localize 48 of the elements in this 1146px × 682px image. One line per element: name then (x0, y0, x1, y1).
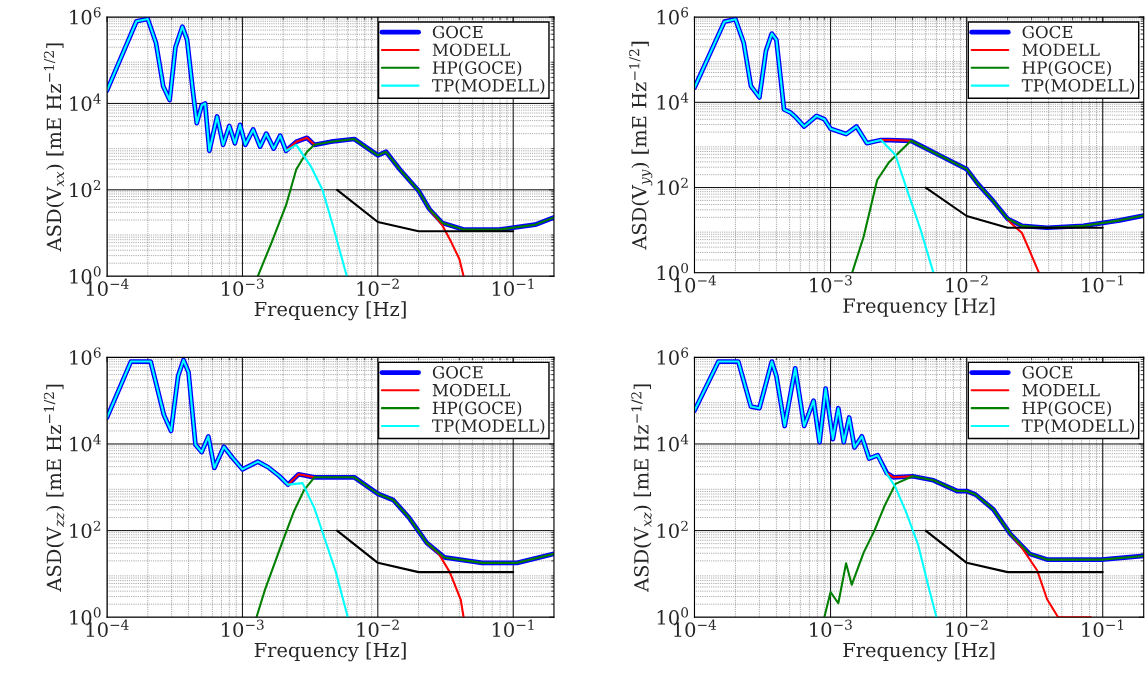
x-tick-label: 10$^{−2}$ (946, 275, 988, 293)
x-tick-label: 10$^{−3}$ (222, 278, 264, 296)
x-axis-title: Frequency [Hz] (843, 297, 995, 317)
legend-label: TP(MODELL) (432, 419, 545, 435)
legend-label: GOCE (432, 25, 483, 39)
x-axis-title: Frequency [Hz] (254, 642, 406, 662)
legend-label: MODELL (432, 43, 510, 57)
legend-label: HP(GOCE) (432, 60, 522, 77)
x-tick-label: 10$^{−1}$ (492, 278, 534, 296)
legend-label: TP(MODELL) (1021, 78, 1135, 95)
legend-label: TP(MODELL) (1021, 419, 1135, 435)
legend-label: TP(MODELL) (432, 78, 545, 95)
y-tick-label: 10$^{2}$ (657, 177, 688, 196)
y-tick-label: 10$^{2}$ (657, 520, 688, 539)
y-tick-label: 10$^{2}$ (70, 520, 101, 539)
y-tick-label: 10$^{4}$ (70, 93, 101, 111)
legend-label: HP(GOCE) (1022, 401, 1111, 417)
x-tick-label: 10$^{−2}$ (357, 619, 399, 637)
x-axis-title: Frequency [Hz] (843, 642, 995, 662)
x-tick-label: 10$^{−1}$ (1082, 275, 1124, 293)
x-tick-label: 10$^{−2}$ (357, 278, 399, 296)
x-tick-label: 10$^{−3}$ (222, 619, 264, 637)
y-tick-label: 10$^{4}$ (657, 92, 689, 110)
legend-label: GOCE (1022, 366, 1073, 379)
y-axis-title: ASD(V$_{yy}$) [mE Hz$^{−1/2}$] (629, 41, 653, 250)
y-axis-title: ASD(V$_{xx}$) [mE Hz$^{−1/2}$] (43, 43, 65, 252)
legend-label: MODELL (432, 383, 510, 397)
y-tick-label: 10$^{4}$ (657, 434, 689, 452)
legend-label: MODELL (1022, 43, 1100, 57)
x-axis-title: Frequency [Hz] (254, 301, 406, 321)
x-tick-label: 10$^{−3}$ (810, 275, 852, 293)
x-tick-label: 10$^{−1}$ (1082, 619, 1124, 637)
x-tick-label: 10$^{−3}$ (810, 619, 852, 637)
legend-label: MODELL (1022, 383, 1100, 397)
y-tick-label: 10$^{6}$ (70, 7, 101, 25)
legend-label: HP(GOCE) (1022, 60, 1111, 77)
y-axis-title: ASD(V$_{zz}$) [mE Hz$^{−1/2}$] (43, 384, 65, 592)
y-tick-label: 10$^{6}$ (657, 7, 689, 25)
y-axis-title: ASD(V$_{xz}$) [mE Hz$^{−1/2}$] (631, 384, 652, 593)
y-tick-label: 10$^{6}$ (657, 347, 689, 365)
x-tick-label: 10$^{−1}$ (492, 619, 534, 637)
y-tick-label: 10$^{2}$ (70, 179, 101, 198)
legend-label: GOCE (1022, 25, 1073, 39)
y-tick-label: 10$^{6}$ (70, 347, 101, 365)
legend-label: GOCE (432, 366, 483, 379)
legend-label: HP(GOCE) (432, 401, 522, 417)
y-tick-label: 10$^{4}$ (70, 434, 101, 452)
x-tick-label: 10$^{−2}$ (946, 619, 988, 637)
